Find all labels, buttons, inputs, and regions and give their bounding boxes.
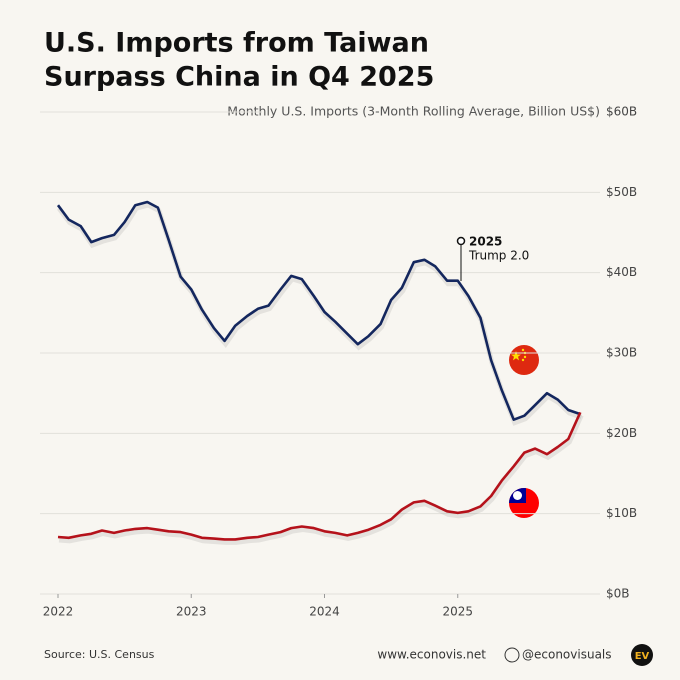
chart-title: Surpass China in Q4 2025: [44, 62, 434, 93]
handle: @econovisuals: [522, 648, 612, 662]
chart-title: U.S. Imports from Taiwan: [44, 28, 429, 59]
website: www.econovis.net: [377, 648, 486, 662]
x-tick-label: 2022: [43, 605, 74, 619]
annotation-text: Trump 2.0: [468, 249, 529, 263]
y-tick-label: $60B: [606, 105, 637, 119]
y-tick-label: $20B: [606, 426, 637, 440]
y-tick-label: $50B: [606, 185, 637, 199]
logo-circle: [631, 644, 653, 666]
subtitle: Monthly U.S. Imports (3-Month Rolling Av…: [227, 104, 600, 119]
x-tick-label: 2023: [176, 605, 207, 619]
x-tick-label: 2025: [442, 605, 473, 619]
line-shadow: [58, 414, 584, 545]
y-tick-label: $0B: [606, 587, 630, 601]
y-tick-label: $30B: [606, 346, 637, 360]
line: [56, 200, 581, 421]
y-tick-label: $40B: [606, 265, 637, 279]
x-tick-label: 2024: [309, 605, 340, 619]
annotation-marker: [456, 236, 466, 246]
line: [57, 411, 582, 541]
y-tick-label: $10B: [606, 506, 637, 520]
x-icon: [504, 647, 520, 663]
logo: EV: [635, 651, 650, 662]
source: Source: U.S. Census: [44, 648, 155, 661]
china-flag: [509, 345, 539, 375]
annotation-title: 2025: [469, 235, 502, 249]
